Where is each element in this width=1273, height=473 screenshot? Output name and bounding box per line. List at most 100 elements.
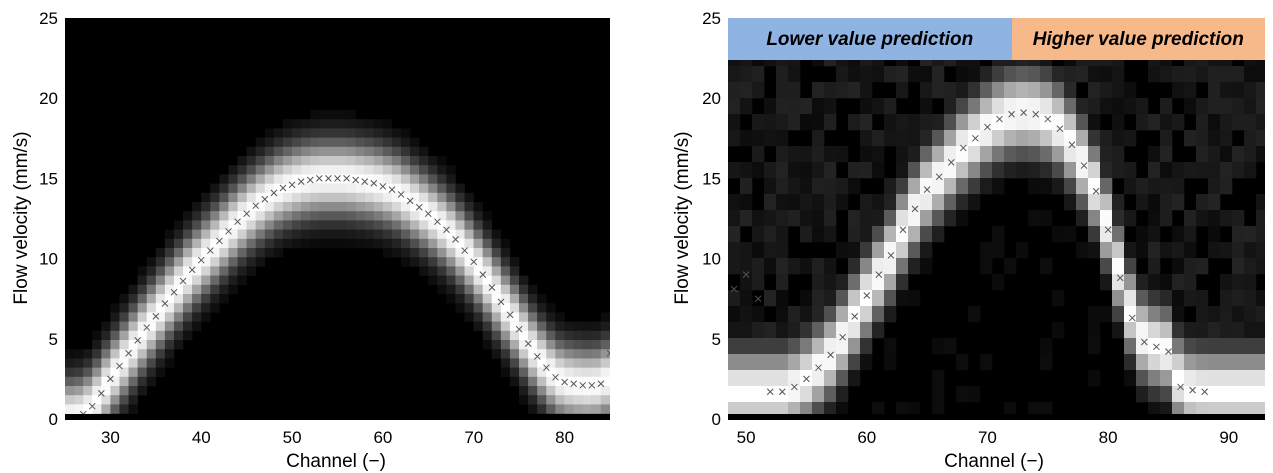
heatmap-cell bbox=[1124, 242, 1137, 259]
heatmap-cell bbox=[1160, 306, 1173, 323]
heatmap-cell bbox=[564, 404, 574, 414]
heatmap-cell bbox=[1004, 130, 1017, 147]
heatmap-cell bbox=[137, 275, 148, 286]
heatmap-cell bbox=[491, 284, 502, 295]
heatmap-cell bbox=[128, 312, 138, 322]
heatmap-cell bbox=[210, 284, 220, 295]
heatmap-cell bbox=[944, 130, 957, 147]
heatmap-cell bbox=[1220, 386, 1233, 403]
heatmap-cell bbox=[555, 367, 565, 378]
heatmap-cell bbox=[437, 266, 447, 276]
heatmap-cell bbox=[564, 395, 574, 405]
prediction-marker bbox=[911, 205, 919, 213]
heatmap-cell bbox=[292, 211, 302, 221]
prediction-marker bbox=[352, 176, 360, 184]
prediction-marker bbox=[270, 189, 278, 197]
heatmap-cell bbox=[228, 229, 238, 240]
heatmap-cell bbox=[1232, 242, 1245, 259]
heatmap-cell bbox=[1160, 370, 1173, 387]
heatmap-cell bbox=[812, 386, 825, 403]
heatmap-cell bbox=[455, 192, 465, 203]
heatmap-cell bbox=[812, 418, 825, 419]
heatmap-cell bbox=[812, 258, 825, 275]
heatmap-cell bbox=[537, 303, 547, 313]
heatmap-cell bbox=[1172, 258, 1185, 275]
heatmap-cell bbox=[437, 156, 447, 166]
heatmap-cell bbox=[1052, 66, 1065, 83]
y-tick-label: 15 bbox=[702, 169, 721, 188]
heatmap-cell bbox=[282, 156, 293, 166]
heatmap-cell bbox=[400, 248, 411, 258]
heatmap-cell bbox=[1244, 114, 1257, 131]
heatmap-cell bbox=[246, 146, 256, 157]
heatmap-cell bbox=[555, 376, 565, 387]
heatmap-cell bbox=[528, 376, 538, 387]
heatmap-cell bbox=[788, 82, 801, 99]
heatmap-cell bbox=[491, 321, 502, 332]
heatmap-cell bbox=[992, 114, 1005, 131]
heatmap-cell bbox=[752, 322, 765, 339]
heatmap-cell bbox=[65, 395, 75, 405]
heatmap-cell bbox=[500, 284, 511, 295]
heatmap-cell bbox=[908, 130, 921, 147]
heatmap-cell bbox=[473, 211, 483, 221]
heatmap-cell bbox=[764, 226, 777, 243]
heatmap-cell bbox=[119, 330, 129, 341]
heatmap-cell bbox=[776, 114, 789, 131]
heatmap-cell bbox=[1112, 226, 1125, 243]
heatmap-cell bbox=[128, 376, 138, 387]
heatmap-cell bbox=[1160, 290, 1173, 307]
heatmap-cell bbox=[210, 192, 220, 203]
heatmap-cell bbox=[382, 119, 393, 129]
heatmap-cell bbox=[764, 386, 777, 403]
heatmap-cell bbox=[273, 220, 284, 230]
heatmap-cell bbox=[860, 338, 873, 355]
heatmap-cell bbox=[1232, 210, 1245, 227]
heatmap-cell bbox=[600, 321, 610, 332]
heatmap-cell bbox=[1028, 66, 1041, 83]
heatmap-cell bbox=[500, 275, 511, 286]
heatmap-cell bbox=[273, 202, 284, 212]
heatmap-cell bbox=[373, 192, 384, 203]
heatmap-cell bbox=[1208, 194, 1221, 211]
heatmap-cell bbox=[908, 146, 921, 163]
right-x-axis-label: Channel (−) bbox=[944, 451, 1044, 472]
prediction-marker bbox=[996, 115, 1003, 123]
heatmap-cell bbox=[119, 321, 129, 332]
heatmap-cell bbox=[328, 119, 338, 129]
prediction-marker bbox=[923, 186, 931, 193]
heatmap-cell bbox=[555, 349, 565, 359]
heatmap-cell bbox=[382, 156, 393, 166]
heatmap-cell bbox=[146, 303, 157, 313]
heatmap-cell bbox=[473, 312, 483, 322]
heatmap-cell bbox=[519, 330, 529, 341]
heatmap-cell bbox=[1004, 98, 1017, 115]
heatmap-cell bbox=[1040, 210, 1053, 227]
heatmap-cell bbox=[437, 284, 447, 295]
heatmap-cell bbox=[500, 367, 511, 378]
heatmap-cell bbox=[255, 146, 266, 157]
heatmap-cell bbox=[173, 284, 184, 295]
heatmap-cell bbox=[391, 220, 402, 230]
heatmap-cell bbox=[146, 312, 157, 322]
heatmap-cell bbox=[537, 386, 547, 396]
heatmap-cell bbox=[1172, 242, 1185, 259]
prediction-marker bbox=[470, 258, 478, 266]
heatmap-cell bbox=[310, 174, 320, 184]
heatmap-cell bbox=[956, 210, 969, 227]
heatmap-cell bbox=[1124, 258, 1137, 275]
heatmap-cell bbox=[319, 137, 329, 148]
heatmap-cell bbox=[373, 229, 384, 240]
heatmap-cell bbox=[183, 303, 193, 313]
heatmap-cell bbox=[1256, 146, 1265, 163]
heatmap-cell bbox=[764, 290, 777, 307]
heatmap-cell bbox=[183, 257, 193, 267]
heatmap-cell bbox=[728, 162, 741, 179]
heatmap-cell bbox=[455, 238, 465, 249]
heatmap-cell bbox=[137, 367, 148, 378]
heatmap-cell bbox=[740, 290, 753, 307]
heatmap-cell bbox=[228, 165, 238, 175]
prediction-marker bbox=[234, 218, 241, 226]
heatmap-cell bbox=[582, 376, 592, 387]
heatmap-cell bbox=[1208, 98, 1221, 115]
